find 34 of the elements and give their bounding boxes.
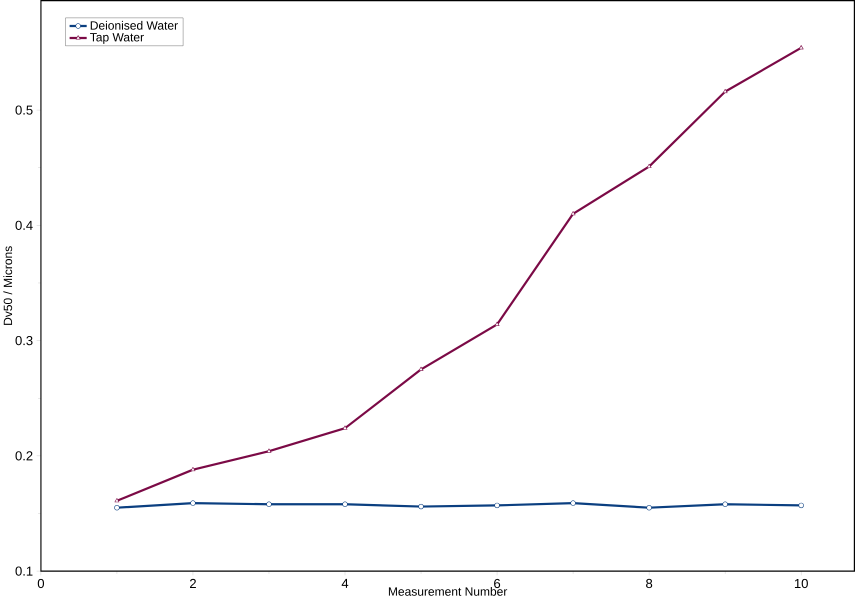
x-tick-label: 0 [38,578,44,588]
point [266,448,272,453]
y-tick-label: 0.2 [16,451,32,460]
x-tick-label: 10 [794,578,808,588]
y-axis-title: Dv50 / Microns [3,246,12,325]
x-tick-label: 8 [646,578,652,588]
point [798,502,804,508]
point [494,502,500,508]
point [418,366,424,371]
point [646,504,652,510]
point [722,88,728,94]
x-tick-label: 2 [190,578,196,588]
point [342,501,348,507]
point [342,425,348,430]
point [114,504,120,510]
point [494,322,500,326]
x-tick-label: 6 [494,578,500,588]
point [114,498,120,502]
y-tick-label: 0.1 [16,566,32,576]
point [418,504,424,510]
legend-label: Tap Water [90,33,144,44]
point [190,466,196,472]
point [798,45,804,50]
point [570,211,576,216]
y-tick-label: 0.3 [16,336,33,346]
x-axis-title: Measurement Number [388,586,508,596]
point [190,500,196,506]
y-tick-label: 0.4 [16,220,33,230]
point [722,501,728,507]
point [570,500,576,506]
y-tick-label: 0.5 [16,105,33,115]
legend-label: Deionised Water [90,20,178,30]
x-tick-label: 4 [342,578,348,588]
point [266,501,272,507]
